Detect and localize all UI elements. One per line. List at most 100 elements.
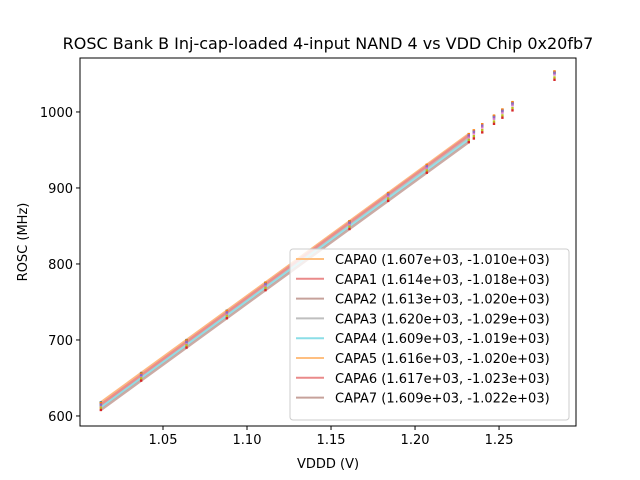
fit-line-capa4 <box>100 138 470 409</box>
data-point-capa7 <box>264 288 267 292</box>
data-point-capa6 <box>492 115 496 119</box>
y-axis-label: ROSC (MHz) <box>16 203 31 282</box>
data-point-capa5 <box>264 281 267 284</box>
y-tick-label: 700 <box>48 334 73 349</box>
data-point-capa3 <box>225 313 229 316</box>
y-tick-label: 1000 <box>40 106 73 121</box>
data-point-capa7 <box>348 227 351 231</box>
data-point-capa3 <box>481 126 484 129</box>
data-point-capa5 <box>492 114 496 117</box>
data-point-capa4 <box>472 134 476 138</box>
data-point-capa4 <box>348 225 351 228</box>
data-point-capa4 <box>511 106 514 110</box>
data-point-capa7 <box>99 408 103 412</box>
data-point-capa5 <box>185 339 188 342</box>
data-point-capa5 <box>348 220 351 223</box>
legend-label-capa5: CAPA5 (1.616e+03, -1.020e+03) <box>335 352 550 367</box>
data-point-capa6 <box>99 403 103 406</box>
data-point-capa3 <box>553 73 556 76</box>
legend-label-capa2: CAPA2 (1.613e+03, -1.020e+03) <box>335 293 550 308</box>
axes-frame <box>79 57 577 427</box>
data-point-capa6 <box>511 102 514 105</box>
x-axis-label: VDDD (V) <box>297 457 359 472</box>
data-point-capa6 <box>425 164 428 168</box>
data-point-capa3 <box>185 342 188 346</box>
data-point-capa6 <box>386 193 390 196</box>
data-point-capa7 <box>492 122 496 125</box>
data-point-capa6 <box>185 340 188 344</box>
y-axis: 600 700 800 900 1000 <box>40 106 80 425</box>
legend-label-capa4: CAPA4 (1.609e+03, -1.019e+03) <box>335 332 550 347</box>
data-point-capa3 <box>348 223 351 226</box>
data-point-capa5 <box>472 129 476 132</box>
data-point-capa4 <box>481 128 484 132</box>
data-point-capa7 <box>185 346 188 349</box>
data-point-capa7 <box>511 109 514 112</box>
x-tick-label: 1.10 <box>233 433 262 448</box>
legend-label-capa6: CAPA6 (1.617e+03, -1.023e+03) <box>335 372 550 387</box>
x-tick-label: 1.25 <box>485 433 514 448</box>
data-point-capa4 <box>467 138 471 142</box>
data-point-capa6 <box>501 109 504 113</box>
data-point-capa3 <box>425 166 428 170</box>
legend-label-capa1: CAPA1 (1.614e+03, -1.018e+03) <box>335 273 550 288</box>
data-point-capa6 <box>139 373 143 377</box>
data-point-capa7 <box>225 317 229 320</box>
data-point-capa3 <box>492 117 496 120</box>
data-point-capa4 <box>185 344 188 347</box>
data-point-capa6 <box>264 282 267 286</box>
plot-area <box>99 70 556 412</box>
data-point-capa6 <box>472 130 476 133</box>
data-point-capa4 <box>139 377 143 380</box>
data-point-capa5 <box>139 372 143 375</box>
data-point-capa4 <box>225 314 229 318</box>
fit-line-capa6 <box>100 134 470 406</box>
data-point-capa5 <box>481 123 484 126</box>
data-point-capa5 <box>511 100 514 104</box>
data-point-capa5 <box>386 191 390 195</box>
data-point-capa6 <box>348 221 351 224</box>
data-point-capa3 <box>501 111 504 114</box>
data-point-capa4 <box>501 114 504 117</box>
data-point-capa5 <box>501 108 504 111</box>
data-point-capa7 <box>472 137 476 140</box>
data-point-capa4 <box>553 76 556 79</box>
data-point-capa7 <box>386 199 390 203</box>
data-point-capa6 <box>553 71 556 74</box>
data-point-capa3 <box>386 195 390 198</box>
fit-line-capa7 <box>100 141 470 411</box>
data-point-capa3 <box>511 103 514 107</box>
y-tick-label: 600 <box>48 410 73 425</box>
data-point-capa7 <box>481 131 484 134</box>
data-point-capa5 <box>553 70 556 73</box>
legend-label-capa0: CAPA0 (1.607e+03, -1.010e+03) <box>335 253 550 268</box>
data-point-capa3 <box>472 132 476 135</box>
y-tick-label: 800 <box>48 258 73 273</box>
data-point-capa7 <box>425 171 428 174</box>
x-tick-label: 1.15 <box>317 433 346 448</box>
legend-label-capa3: CAPA3 (1.620e+03, -1.029e+03) <box>335 312 550 327</box>
data-point-capa7 <box>139 379 143 382</box>
chart-title: ROSC Bank B Inj-cap-loaded 4-input NAND … <box>63 34 594 53</box>
legend-label-capa7: CAPA7 (1.609e+03, -1.022e+03) <box>335 392 550 407</box>
legend: CAPA0 (1.607e+03, -1.010e+03) CAPA1 (1.61… <box>289 248 570 421</box>
data-point-capa5 <box>225 309 229 313</box>
x-axis: 1.05 1.10 1.15 1.20 1.25 <box>149 426 514 448</box>
data-point-capa6 <box>225 311 229 314</box>
y-tick-label: 900 <box>48 182 73 197</box>
data-point-capa5 <box>467 132 471 136</box>
data-point-capa7 <box>501 116 504 119</box>
data-point-capa4 <box>264 286 267 290</box>
x-tick-label: 1.20 <box>401 433 430 448</box>
data-point-capa4 <box>425 169 428 172</box>
data-point-capa3 <box>467 135 471 139</box>
data-point-capa7 <box>467 140 471 144</box>
data-point-capa6 <box>467 134 471 137</box>
data-point-capa4 <box>492 120 496 123</box>
x-tick-label: 1.05 <box>149 433 178 448</box>
data-point-capa6 <box>481 124 484 127</box>
data-point-capa4 <box>99 406 103 409</box>
data-point-capa3 <box>264 284 267 288</box>
data-point-capa5 <box>425 163 428 166</box>
